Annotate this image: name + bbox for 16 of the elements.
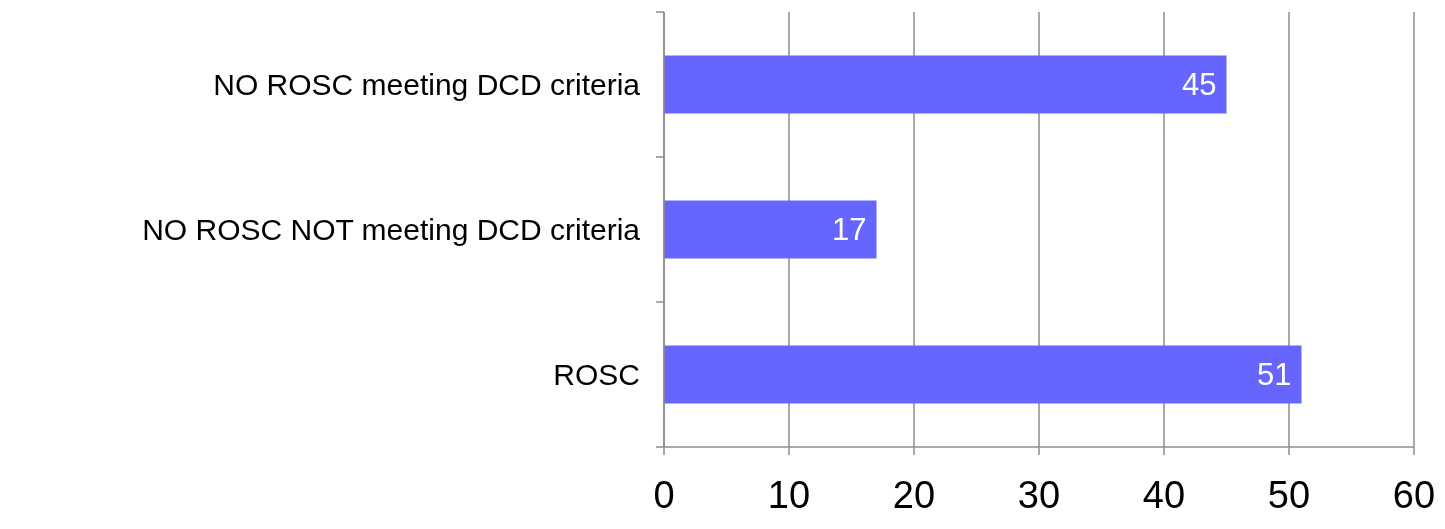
x-tick-label: 60 bbox=[1392, 474, 1436, 516]
x-tick-label: 40 bbox=[1142, 474, 1186, 516]
data-label: 51 bbox=[1257, 357, 1292, 393]
bar bbox=[664, 200, 877, 259]
x-tick-label: 30 bbox=[1017, 474, 1061, 516]
x-tick-label: 0 bbox=[653, 474, 675, 516]
y-tick-label: NO ROSC NOT meeting DCD criteria bbox=[142, 213, 641, 246]
bar bbox=[664, 345, 1302, 404]
data-label: 45 bbox=[1182, 67, 1217, 103]
data-label: 17 bbox=[832, 212, 867, 248]
bar bbox=[664, 55, 1227, 114]
x-tick-label: 50 bbox=[1267, 474, 1311, 516]
y-tick-label: ROSC bbox=[553, 358, 640, 391]
x-tick-label: 10 bbox=[767, 474, 811, 516]
x-tick-label: 20 bbox=[892, 474, 936, 516]
y-tick-label: NO ROSC meeting DCD criteria bbox=[213, 68, 641, 101]
